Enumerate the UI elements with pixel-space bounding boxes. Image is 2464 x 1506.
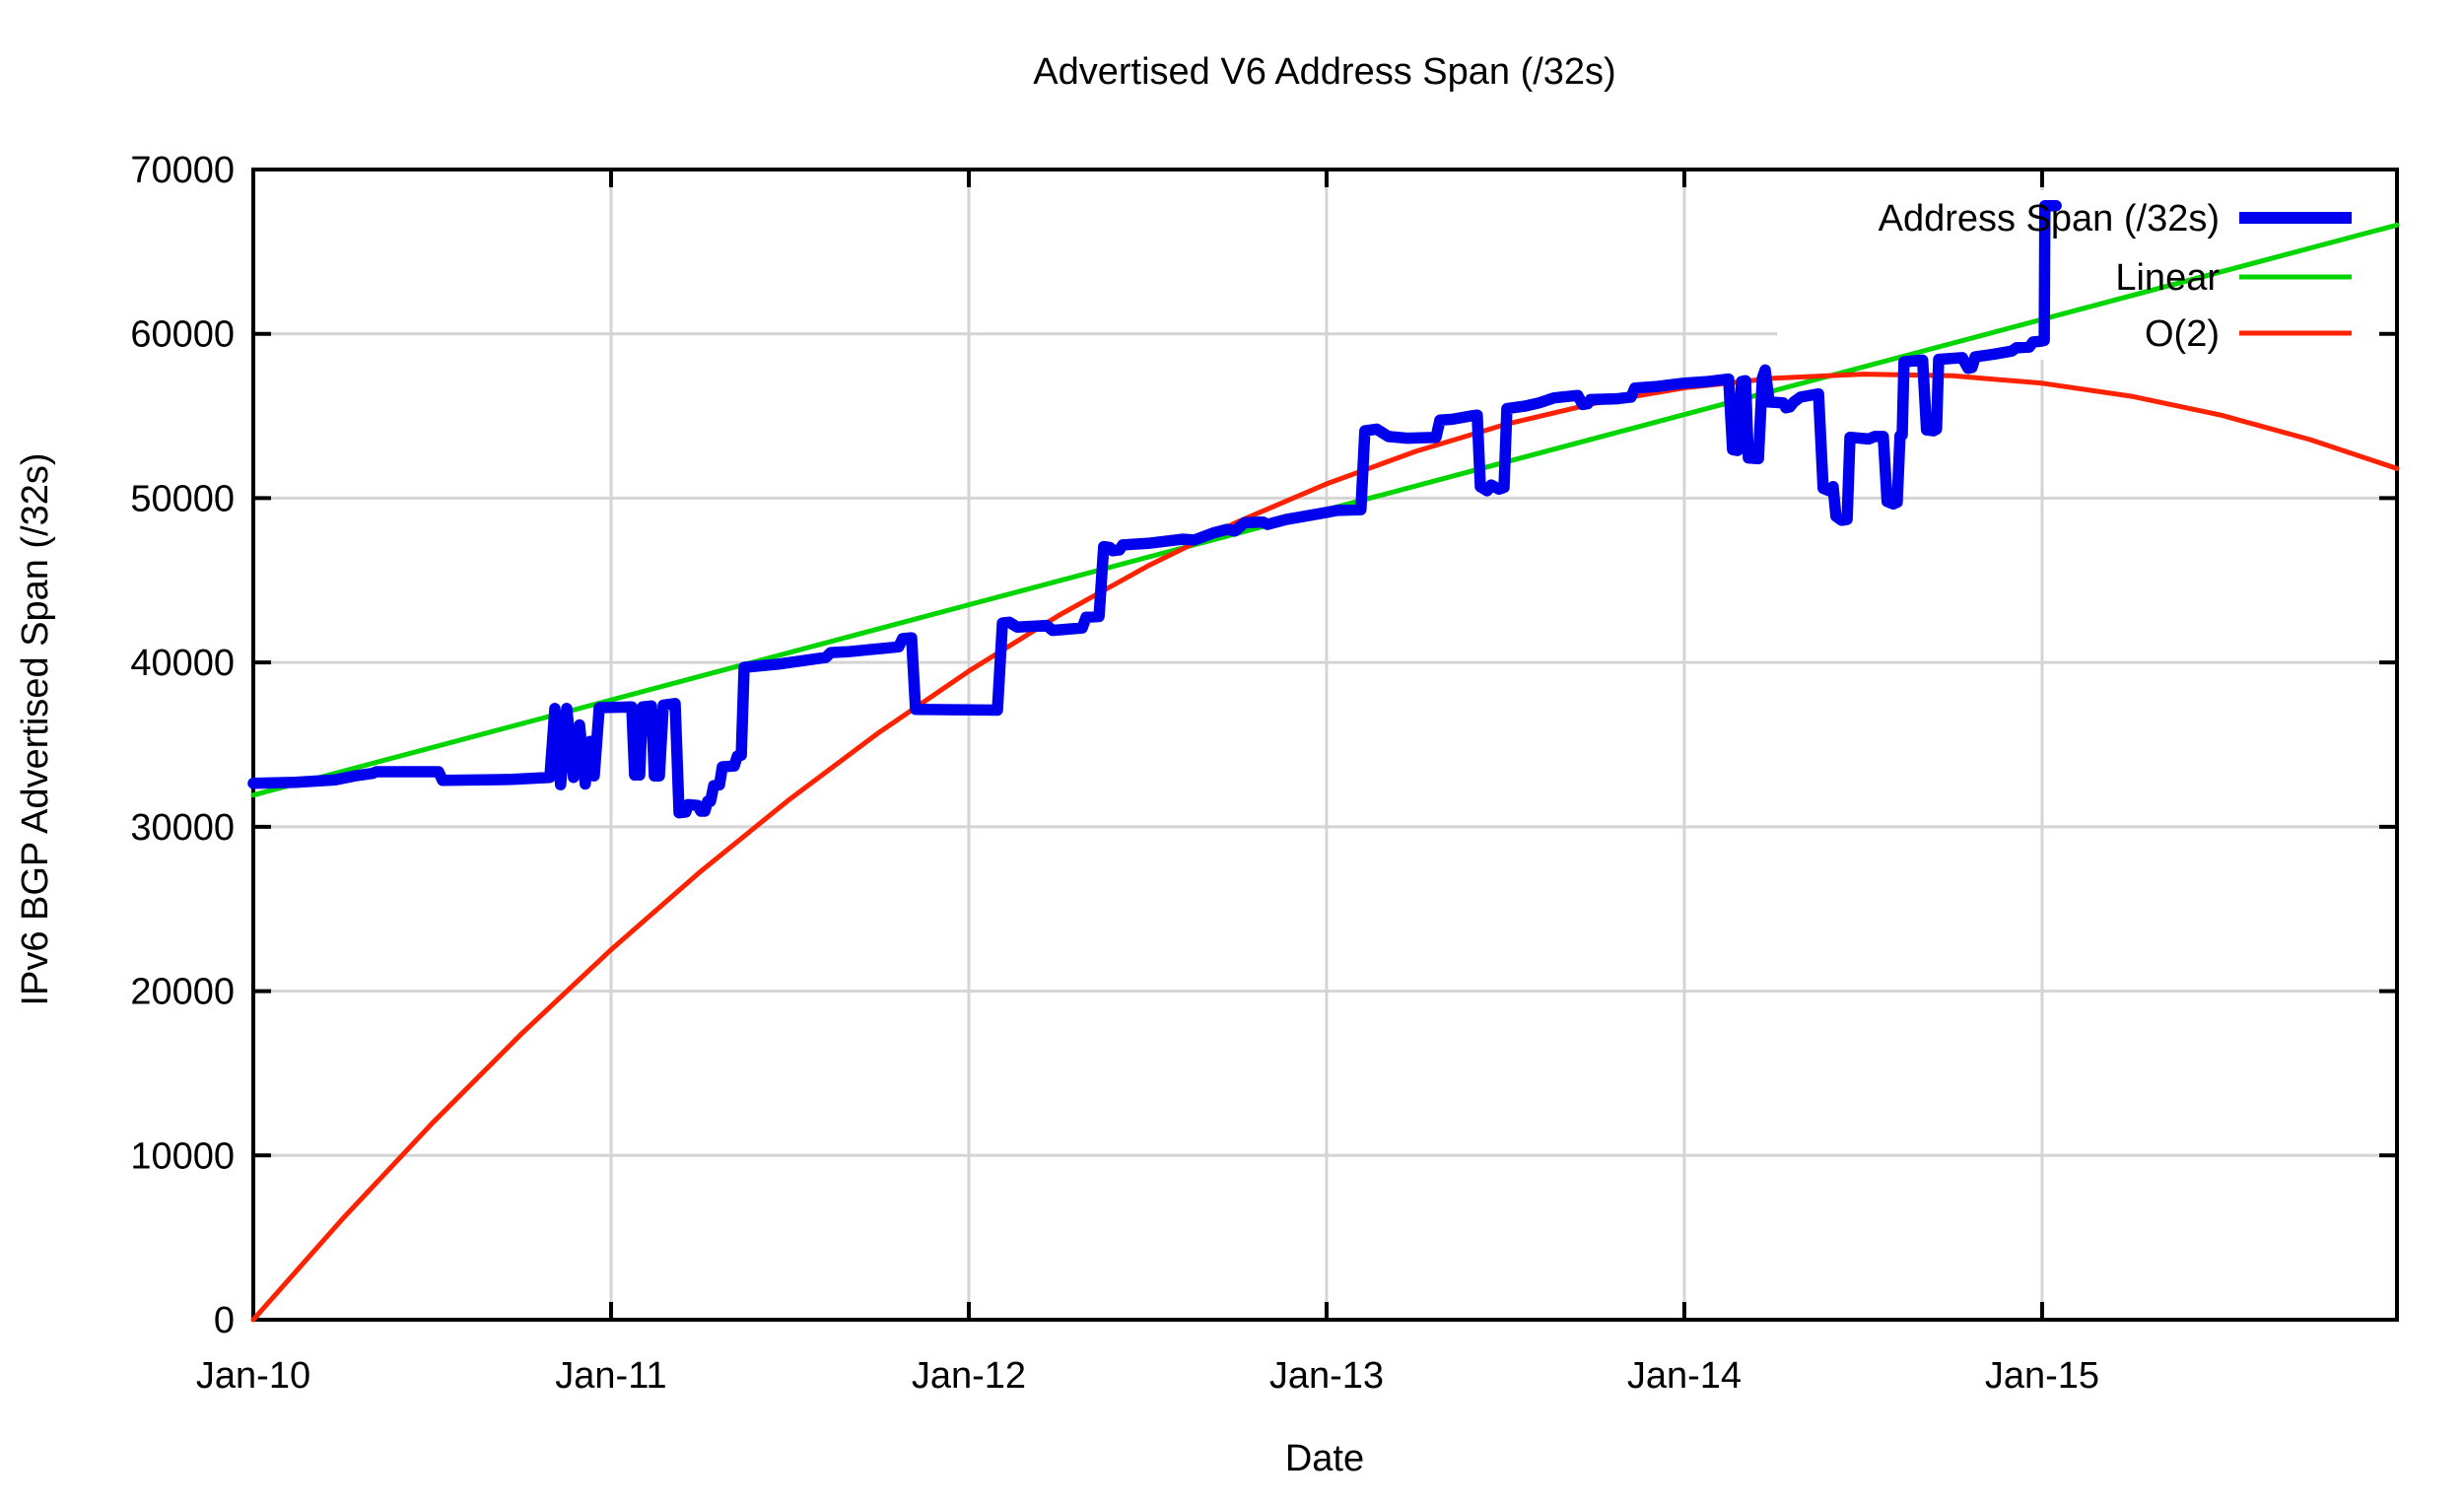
y-tick-label: 20000 xyxy=(130,972,235,1013)
y-tick-label: 60000 xyxy=(130,314,235,356)
legend-label-o2: O(2) xyxy=(2145,313,2220,355)
y-axis-title: IPv6 BGP Advertised Span (/32s) xyxy=(15,452,56,1005)
gridlines xyxy=(251,168,2397,1322)
x-tick-label: Jan-12 xyxy=(912,1355,1026,1397)
x-axis-title: Date xyxy=(1285,1438,1364,1479)
y-tick-label: 40000 xyxy=(130,643,235,684)
x-tick-label: Jan-14 xyxy=(1627,1355,1742,1397)
y-tick-label: 70000 xyxy=(130,150,235,191)
legend-label-linear: Linear xyxy=(2115,257,2220,299)
y-tick-label: 0 xyxy=(214,1300,235,1341)
x-tick-label: Jan-10 xyxy=(196,1355,310,1397)
legend: Address Span (/32s) Linear O(2) xyxy=(1879,198,2352,355)
x-tick-label: Jan-13 xyxy=(1269,1355,1384,1397)
legend-label-address-span: Address Span (/32s) xyxy=(1879,198,2220,240)
chart-title: Advertised V6 Address Span (/32s) xyxy=(1033,51,1615,93)
tick-labels: 0 10000 20000 30000 40000 50000 60000 70000 Jan-… xyxy=(130,150,2099,1397)
axis-ticks xyxy=(251,168,2397,1322)
x-tick-label: Jan-15 xyxy=(1985,1355,2099,1397)
series-address-span xyxy=(247,199,2062,819)
y-tick-label: 10000 xyxy=(130,1135,235,1177)
y-tick-label: 30000 xyxy=(130,807,235,849)
y-tick-label: 50000 xyxy=(130,478,235,519)
series-lines xyxy=(247,199,2400,1323)
series-o2 xyxy=(250,372,2400,1323)
x-tick-label: Jan-11 xyxy=(555,1355,666,1397)
